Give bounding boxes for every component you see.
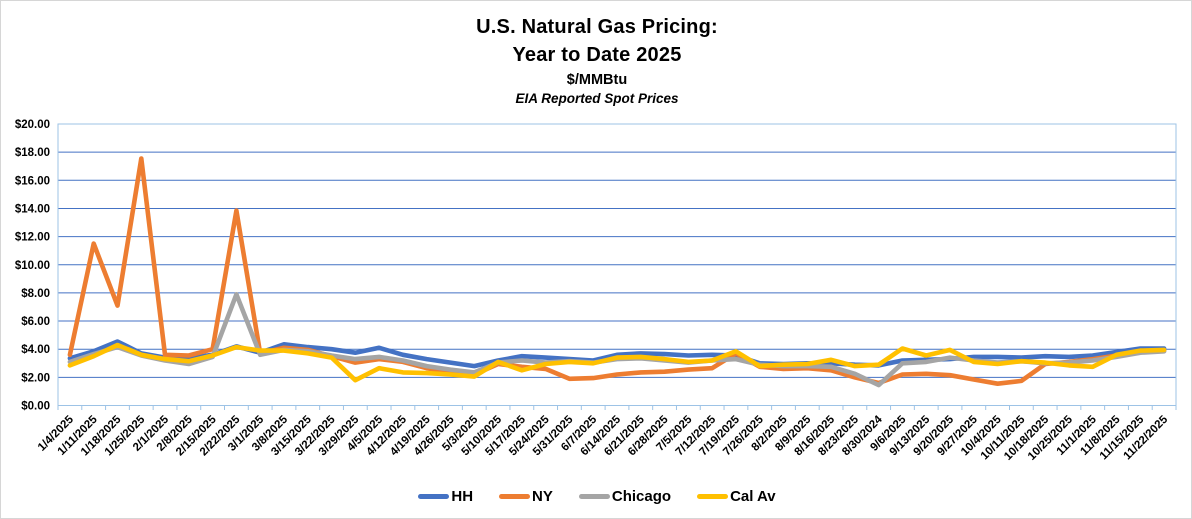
series-line-chicago[interactable] — [67, 291, 1167, 388]
y-axis-labels: $0.00 $2.00 $4.00 $6.00 $8.00 $10.00 $12.00 $14… — [15, 119, 50, 413]
y-tick-label: $20.00 — [15, 119, 50, 131]
legend-label: HH — [451, 488, 474, 505]
y-tick-label: $6.00 — [21, 316, 50, 328]
legend-label: NY — [532, 488, 553, 505]
x-axis-ticks — [57, 405, 1177, 410]
y-tick-label: $18.00 — [15, 147, 50, 159]
chart-title-block: U.S. Natural Gas Pricing: Year to Date 2… — [1, 13, 1191, 107]
y-tick-label: $8.00 — [21, 288, 50, 300]
y-tick-label: $16.00 — [15, 175, 50, 187]
chart-title-line1: U.S. Natural Gas Pricing: — [476, 16, 718, 38]
x-axis-labels: 1/4/20251/11/20251/18/20251/25/20252/1/2… — [36, 413, 1171, 463]
legend-marker-icon — [697, 494, 729, 499]
legend-item-chicago[interactable]: Chicago — [578, 488, 672, 505]
legend-item-ny[interactable]: NY — [499, 488, 553, 505]
series-line-ny[interactable] — [67, 156, 1167, 387]
y-tick-label: $12.00 — [15, 232, 50, 244]
y-tick-label: $2.00 — [21, 372, 50, 384]
chart-units-label: $/MMBtu — [566, 72, 628, 88]
legend-item-cal-av[interactable]: Cal Av — [697, 488, 776, 505]
legend: HH NY Chicago Cal Av — [1, 488, 1191, 505]
series-line-cal-av[interactable] — [67, 342, 1167, 383]
y-tick-label: $4.00 — [21, 344, 50, 356]
y-tick-label: $10.00 — [15, 260, 50, 272]
legend-label: Chicago — [611, 488, 672, 505]
legend-marker-icon — [418, 494, 450, 499]
chart-subtitle: EIA Reported Spot Prices — [515, 91, 679, 106]
y-gridlines — [58, 151, 1176, 378]
legend-marker-icon — [578, 494, 610, 499]
y-tick-label: $14.00 — [15, 203, 50, 215]
plot-border — [57, 123, 1177, 406]
legend-label: Cal Av — [730, 488, 776, 505]
legend-item-hh[interactable]: HH — [418, 488, 473, 505]
legend-marker-icon — [499, 494, 531, 499]
y-tick-label: $0.00 — [21, 401, 50, 413]
chart-title-line2: Year to Date 2025 — [512, 44, 682, 66]
